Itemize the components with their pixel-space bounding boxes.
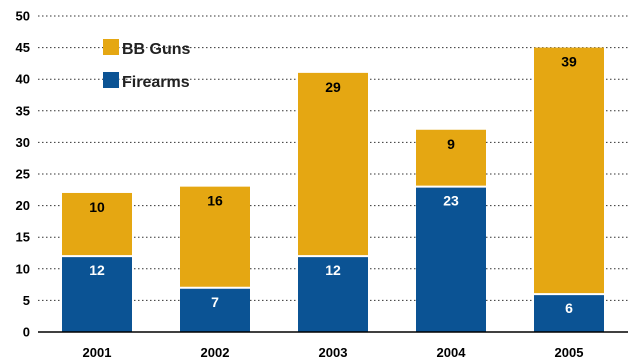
legend: BB Guns Firearms (103, 39, 191, 91)
bar-firearms-2003 (298, 256, 368, 332)
data-label: 6 (565, 300, 573, 316)
y-tick-label: 45 (16, 40, 30, 55)
x-tick-label: 2001 (83, 345, 112, 360)
data-label: 39 (561, 54, 577, 70)
y-tick-label: 30 (16, 135, 30, 150)
y-tick-label: 50 (16, 9, 30, 24)
legend-label-bb-guns: BB Guns (122, 41, 191, 58)
bar-bb-guns-2001 (62, 192, 132, 257)
legend-swatch-bb-guns (103, 39, 119, 55)
bar-firearms-2004 (416, 186, 486, 332)
x-tick-label: 2003 (319, 345, 348, 360)
x-tick-label: 2004 (437, 345, 467, 360)
y-tick-label: 0 (23, 325, 30, 340)
bar-bb-guns-2002 (180, 186, 250, 288)
data-label: 9 (447, 136, 455, 152)
legend-label-firearms: Firearms (122, 74, 190, 91)
y-tick-label: 15 (16, 230, 30, 245)
data-label: 23 (443, 193, 459, 209)
x-tick-label: 2005 (555, 345, 584, 360)
y-axis-tick-labels: 0 5 10 15 20 25 30 35 40 45 50 (16, 9, 30, 340)
data-label: 12 (89, 262, 105, 278)
data-label: 12 (325, 262, 341, 278)
y-tick-label: 40 (16, 72, 30, 87)
bar-bb-guns-2005 (534, 47, 604, 295)
bar-bb-guns-2004 (416, 129, 486, 187)
data-label: 29 (325, 79, 341, 95)
legend-swatch-firearms (103, 72, 119, 88)
data-label: 16 (207, 193, 223, 209)
y-tick-label: 5 (23, 293, 30, 308)
y-tick-label: 10 (16, 261, 30, 276)
bars: 12 10 7 16 12 29 23 9 6 39 (62, 47, 604, 332)
y-tick-label: 35 (16, 103, 30, 118)
bar-firearms-2005 (534, 294, 604, 332)
y-tick-label: 20 (16, 198, 30, 213)
y-tick-label: 25 (16, 167, 30, 182)
bar-firearms-2002 (180, 287, 250, 332)
data-label: 10 (89, 199, 105, 215)
x-axis-tick-labels: 2001 2002 2003 2004 2005 (83, 345, 584, 360)
data-label: 7 (211, 294, 219, 310)
bar-firearms-2001 (62, 256, 132, 332)
bar-bb-guns-2003 (298, 72, 368, 257)
x-tick-label: 2002 (201, 345, 230, 360)
